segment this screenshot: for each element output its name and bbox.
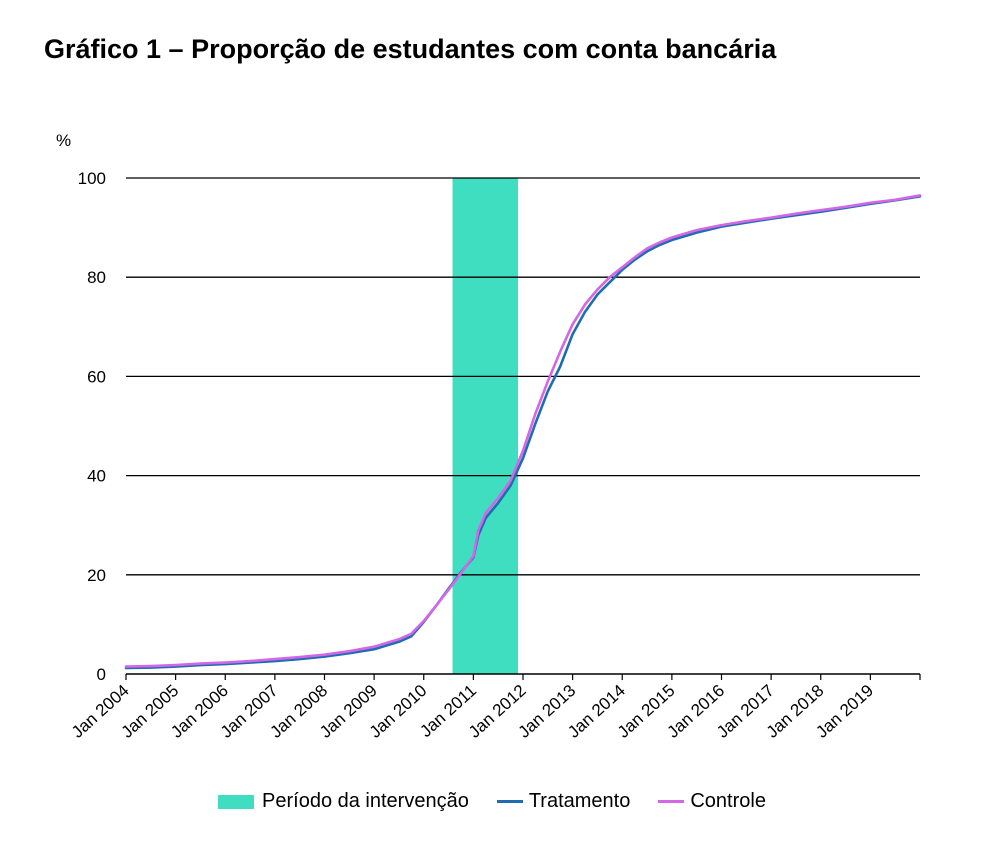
- y-tick-label: 20: [87, 566, 106, 585]
- legend: Período da intervenção Tratamento Contro…: [0, 790, 984, 813]
- y-unit-label: %: [56, 131, 71, 150]
- legend-label-treatment: Tratamento: [528, 790, 631, 812]
- legend-item-control: Controle: [658, 790, 766, 813]
- intervention-band: [452, 178, 519, 674]
- y-tick-label: 40: [87, 467, 106, 486]
- legend-item-intervention: Período da intervenção: [218, 790, 469, 813]
- legend-swatch-intervention: [218, 794, 255, 809]
- legend-swatch-treatment: [496, 800, 523, 803]
- grid-layer: [126, 177, 920, 576]
- series-line-treatment: [124, 195, 922, 670]
- chart-title: Gráfico 1 – Proporção de estudantes com …: [44, 34, 777, 64]
- series-line-control: [124, 194, 922, 668]
- y-tick-label: 100: [78, 169, 106, 188]
- series-layer: [124, 194, 922, 670]
- y-tick-label: 60: [87, 367, 106, 386]
- y-tick-label: 80: [87, 268, 106, 287]
- y-tick-label: 0: [97, 665, 106, 684]
- legend-item-treatment: Tratamento: [496, 790, 631, 813]
- intervention-band-layer: [452, 178, 519, 674]
- legend-label-control: Controle: [690, 790, 766, 812]
- legend-label-intervention: Período da intervenção: [262, 790, 469, 812]
- legend-swatch-control: [658, 800, 685, 803]
